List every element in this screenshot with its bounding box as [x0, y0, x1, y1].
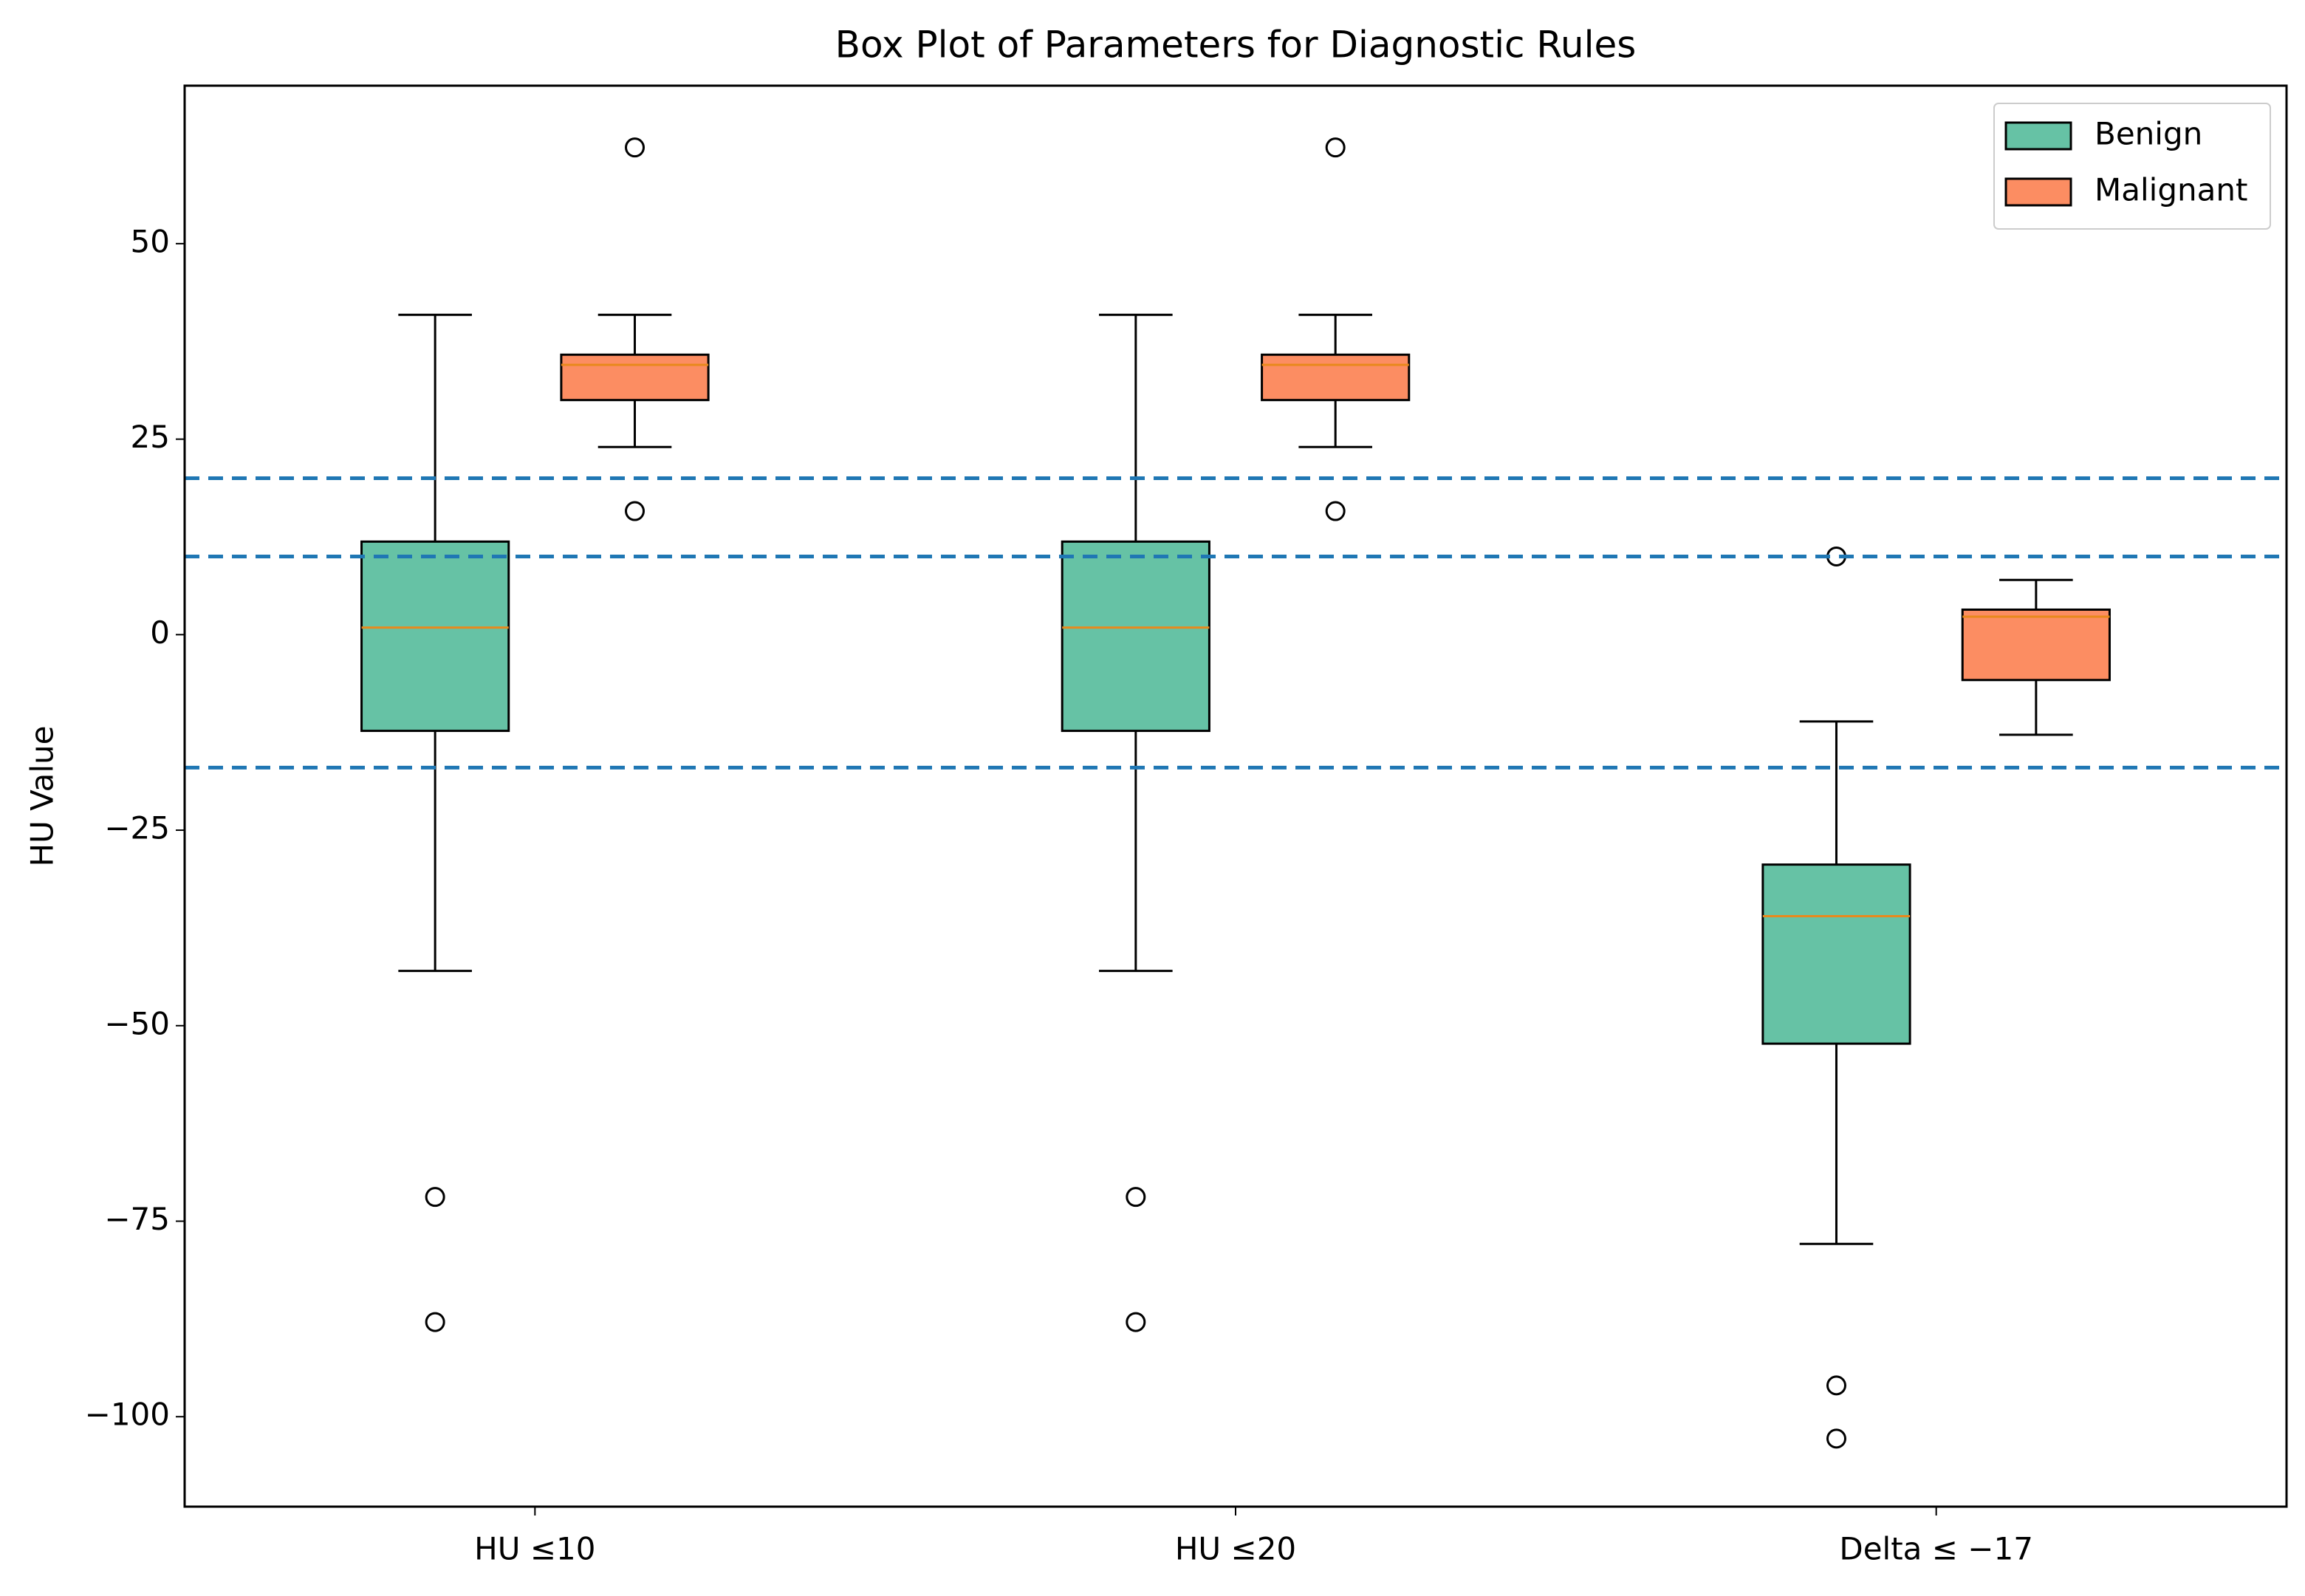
legend-swatch — [2004, 177, 2072, 207]
flier — [1826, 1428, 1846, 1449]
flier — [1126, 1187, 1146, 1208]
flier — [1325, 137, 1346, 158]
box — [1061, 540, 1210, 733]
box — [560, 353, 710, 402]
flier — [1325, 501, 1346, 521]
box-group — [360, 313, 510, 1332]
y-tick-label: −75 — [104, 1201, 170, 1237]
x-tick-label: Delta ≤ −17 — [1839, 1531, 2033, 1567]
box-group — [1761, 546, 1911, 1449]
legend-label: Malignant — [2095, 172, 2247, 208]
flier — [1126, 1312, 1146, 1332]
flier — [625, 501, 645, 521]
box — [360, 540, 510, 733]
flier — [425, 1312, 445, 1332]
chart-title: Box Plot of Parameters for Diagnostic Ru… — [835, 24, 1637, 66]
flier — [425, 1187, 445, 1208]
legend: Benign Malignant — [1993, 103, 2271, 230]
legend-swatch — [2004, 121, 2072, 151]
x-tick-label: HU ≤10 — [474, 1531, 595, 1567]
y-axis-label: HU Value — [24, 725, 61, 866]
legend-label: Benign — [2095, 116, 2202, 152]
y-tick-label: −25 — [104, 810, 170, 846]
y-tick-label: 25 — [131, 419, 170, 455]
plot-frame — [183, 84, 2288, 1508]
y-tick-label: 50 — [131, 223, 170, 259]
y-tick-label: 0 — [150, 614, 170, 651]
box-group — [1961, 578, 2111, 736]
box-group — [1261, 137, 1411, 521]
flier — [625, 137, 645, 158]
box-group — [560, 137, 710, 521]
y-tick-label: −100 — [85, 1397, 170, 1433]
x-tick-label: HU ≤20 — [1175, 1531, 1296, 1567]
y-tick-label: −50 — [104, 1005, 170, 1041]
box — [1961, 608, 2111, 682]
box — [1261, 353, 1411, 402]
box — [1761, 863, 1911, 1045]
box-group — [1061, 313, 1210, 1332]
flier — [1826, 1375, 1846, 1396]
